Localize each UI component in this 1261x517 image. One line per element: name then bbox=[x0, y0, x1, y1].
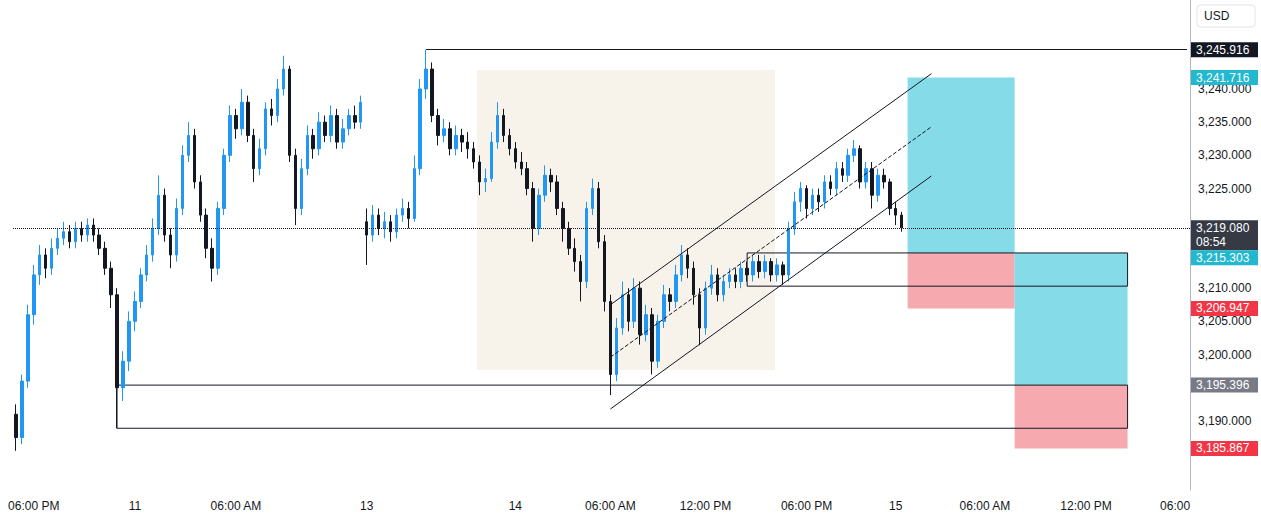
svg-text:3,210.000: 3,210.000 bbox=[1198, 281, 1252, 295]
svg-text:3,240.000: 3,240.000 bbox=[1198, 82, 1252, 96]
svg-text:USD: USD bbox=[1204, 9, 1230, 23]
svg-text:11: 11 bbox=[129, 499, 142, 513]
svg-text:13: 13 bbox=[360, 499, 374, 513]
svg-text:3,190.000: 3,190.000 bbox=[1198, 414, 1252, 428]
svg-text:3,245.916: 3,245.916 bbox=[1196, 43, 1250, 57]
svg-text:08:54: 08:54 bbox=[1196, 235, 1226, 249]
svg-text:06:00: 06:00 bbox=[1160, 499, 1190, 513]
svg-text:3,235.000: 3,235.000 bbox=[1198, 115, 1252, 129]
svg-text:12:00 PM: 12:00 PM bbox=[1060, 499, 1111, 513]
svg-text:06:00 AM: 06:00 AM bbox=[211, 499, 262, 513]
svg-text:06:00 AM: 06:00 AM bbox=[585, 499, 636, 513]
svg-text:3,195.396: 3,195.396 bbox=[1196, 378, 1250, 392]
svg-text:3,200.000: 3,200.000 bbox=[1198, 348, 1252, 362]
svg-text:3,219.080: 3,219.080 bbox=[1196, 221, 1250, 235]
svg-text:3,230.000: 3,230.000 bbox=[1198, 148, 1252, 162]
svg-text:14: 14 bbox=[509, 499, 523, 513]
svg-text:06:00 AM: 06:00 AM bbox=[960, 499, 1011, 513]
svg-text:06:00 PM: 06:00 PM bbox=[8, 499, 59, 513]
svg-text:3,241.716: 3,241.716 bbox=[1196, 71, 1250, 85]
svg-text:15: 15 bbox=[889, 499, 903, 513]
svg-text:3,206.947: 3,206.947 bbox=[1196, 301, 1250, 315]
svg-text:12:00 PM: 12:00 PM bbox=[680, 499, 731, 513]
svg-text:3,225.000: 3,225.000 bbox=[1198, 182, 1252, 196]
svg-text:3,185.867: 3,185.867 bbox=[1196, 441, 1250, 455]
svg-text:06:00 PM: 06:00 PM bbox=[781, 499, 832, 513]
svg-text:3,215.303: 3,215.303 bbox=[1196, 251, 1250, 265]
svg-text:3,205.000: 3,205.000 bbox=[1198, 314, 1252, 328]
